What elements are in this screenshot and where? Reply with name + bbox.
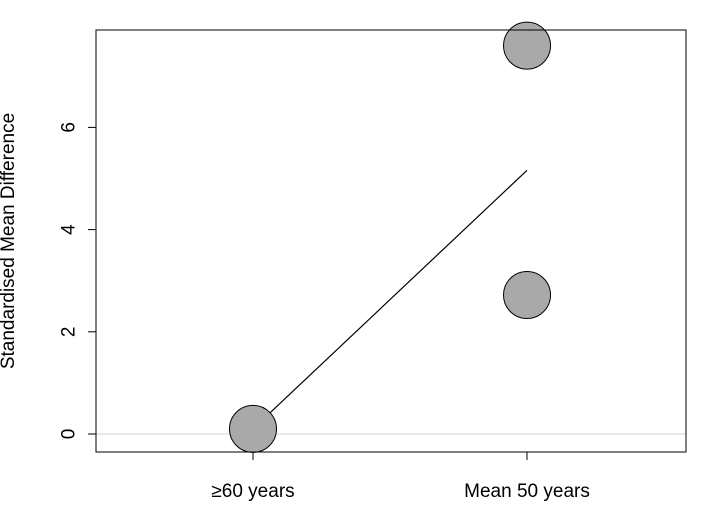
regression-line <box>252 169 528 430</box>
x-tick-label-2: Mean 50 years <box>464 481 590 502</box>
x-tick-label-1: ≥60 years <box>211 481 294 502</box>
data-point-3 <box>503 271 551 320</box>
y-tick-label-6: 6 <box>59 122 80 133</box>
data-point-1 <box>229 404 277 453</box>
y-tick-label-0: 0 <box>59 429 80 440</box>
y-axis-label: Standardised Mean Difference <box>0 113 19 369</box>
plot-frame <box>95 29 687 453</box>
y-tick-label-2: 2 <box>59 327 80 338</box>
y-tick-label-4: 4 <box>59 224 80 235</box>
data-point-2 <box>503 21 551 70</box>
